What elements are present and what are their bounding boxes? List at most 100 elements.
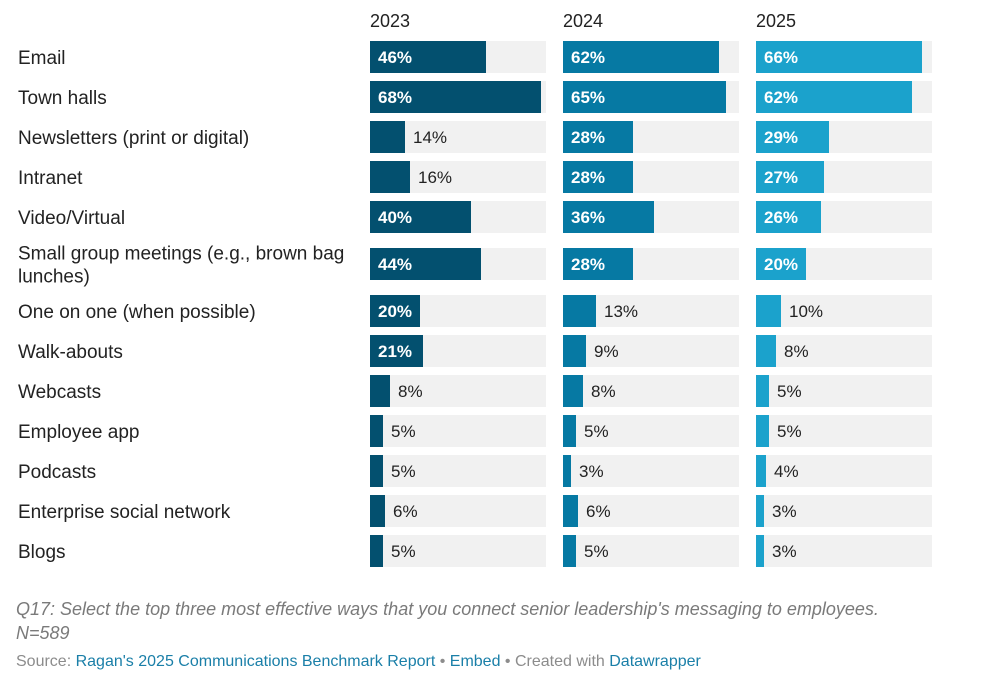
bar-2025 — [756, 335, 776, 367]
category-label: Webcasts — [18, 382, 101, 403]
value-label: 46% — [378, 48, 412, 67]
bar-2024 — [563, 535, 576, 567]
bar-track — [563, 455, 739, 487]
bar-track — [756, 335, 932, 367]
bar-track — [756, 535, 932, 567]
bar-2025 — [756, 455, 766, 487]
value-label: 62% — [764, 88, 798, 107]
source-line: Source: Ragan's 2025 Communications Benc… — [16, 653, 701, 671]
value-label: 5% — [584, 422, 609, 441]
bar-track — [370, 535, 546, 567]
bar-track — [756, 295, 932, 327]
value-label: 5% — [391, 422, 416, 441]
category-label: Small group meetings (e.g., brown bag — [18, 244, 344, 265]
bar-2025 — [756, 295, 781, 327]
value-label: 27% — [764, 168, 798, 187]
year-header-2024: 2024 — [563, 11, 603, 31]
value-label: 5% — [584, 542, 609, 561]
value-label: 65% — [571, 88, 605, 107]
value-label: 9% — [594, 342, 619, 361]
bar-2024 — [563, 41, 719, 73]
bar-2025 — [756, 535, 764, 567]
category-label: Blogs — [18, 542, 66, 563]
bar-2023 — [370, 335, 423, 367]
category-label: Video/Virtual — [18, 208, 125, 229]
value-label: 5% — [777, 422, 802, 441]
value-label: 68% — [378, 88, 412, 107]
bar-2023 — [370, 495, 385, 527]
bar-2023 — [370, 161, 410, 193]
value-label: 44% — [378, 255, 412, 274]
category-label: Intranet — [18, 168, 83, 189]
bar-track — [370, 375, 546, 407]
bar-2025 — [756, 41, 922, 73]
datawrapper-link[interactable]: Datawrapper — [609, 653, 701, 670]
chart-notes: Q17: Select the top three most effective… — [16, 597, 976, 645]
bar-2023 — [370, 248, 481, 280]
value-label: 28% — [571, 168, 605, 187]
source-link[interactable]: Ragan's 2025 Communications Benchmark Re… — [75, 653, 436, 670]
question-note: Q17: Select the top three most effective… — [16, 599, 879, 619]
bar-2023 — [370, 375, 390, 407]
bar-chart: 2023 2024 2025 Email 46% 62% 66% Town halls 68% 6… — [18, 11, 932, 567]
value-label: 28% — [571, 255, 605, 274]
category-label: Podcasts — [18, 462, 96, 483]
category-label: Employee app — [18, 422, 139, 443]
bar-track — [563, 375, 739, 407]
bar-track — [756, 415, 932, 447]
bar-track — [563, 535, 739, 567]
bar-2024 — [563, 415, 576, 447]
value-label: 8% — [784, 342, 809, 361]
category-label: Town halls — [18, 88, 107, 109]
value-label: 3% — [772, 542, 797, 561]
bar-2024 — [563, 335, 586, 367]
value-label: 6% — [393, 502, 418, 521]
category-label: Newsletters (print or digital) — [18, 128, 249, 149]
value-label: 20% — [764, 255, 798, 274]
bar-2024 — [563, 121, 633, 153]
bar-2025 — [756, 81, 912, 113]
value-label: 28% — [571, 128, 605, 147]
value-label: 16% — [418, 168, 452, 187]
value-label: 6% — [586, 502, 611, 521]
category-label: One on one (when possible) — [18, 302, 256, 323]
value-label: 5% — [777, 382, 802, 401]
value-label: 4% — [774, 462, 799, 481]
bar-2024 — [563, 248, 633, 280]
value-label: 29% — [764, 128, 798, 147]
bar-track — [756, 375, 932, 407]
bar-track — [370, 455, 546, 487]
bar-track — [756, 455, 932, 487]
separator: • — [435, 653, 450, 670]
bar-2023 — [370, 201, 471, 233]
value-label: 5% — [391, 542, 416, 561]
bar-2025 — [756, 495, 764, 527]
bar-track — [370, 495, 546, 527]
bar-2023 — [370, 81, 541, 113]
bar-2024 — [563, 161, 633, 193]
bar-2024 — [563, 375, 583, 407]
bar-2025 — [756, 375, 769, 407]
year-header-2023: 2023 — [370, 11, 410, 31]
bar-2024 — [563, 295, 596, 327]
bar-2023 — [370, 415, 383, 447]
bar-2025 — [756, 248, 806, 280]
value-label: 13% — [604, 302, 638, 321]
bar-2024 — [563, 81, 726, 113]
bar-2023 — [370, 535, 383, 567]
value-label: 8% — [591, 382, 616, 401]
category-label: Email — [18, 48, 66, 69]
bar-2024 — [563, 455, 571, 487]
value-label: 26% — [764, 208, 798, 227]
value-label: 66% — [764, 48, 798, 67]
category-label: Enterprise social network — [18, 502, 231, 523]
bar-2024 — [563, 201, 654, 233]
embed-link[interactable]: Embed — [449, 653, 501, 670]
bar-track — [370, 415, 546, 447]
value-label: 5% — [391, 462, 416, 481]
bar-track — [756, 495, 932, 527]
value-label: 8% — [398, 382, 423, 401]
bar-2025 — [756, 415, 769, 447]
value-label: 14% — [413, 128, 447, 147]
sample-size-note: N=589 — [16, 623, 70, 643]
